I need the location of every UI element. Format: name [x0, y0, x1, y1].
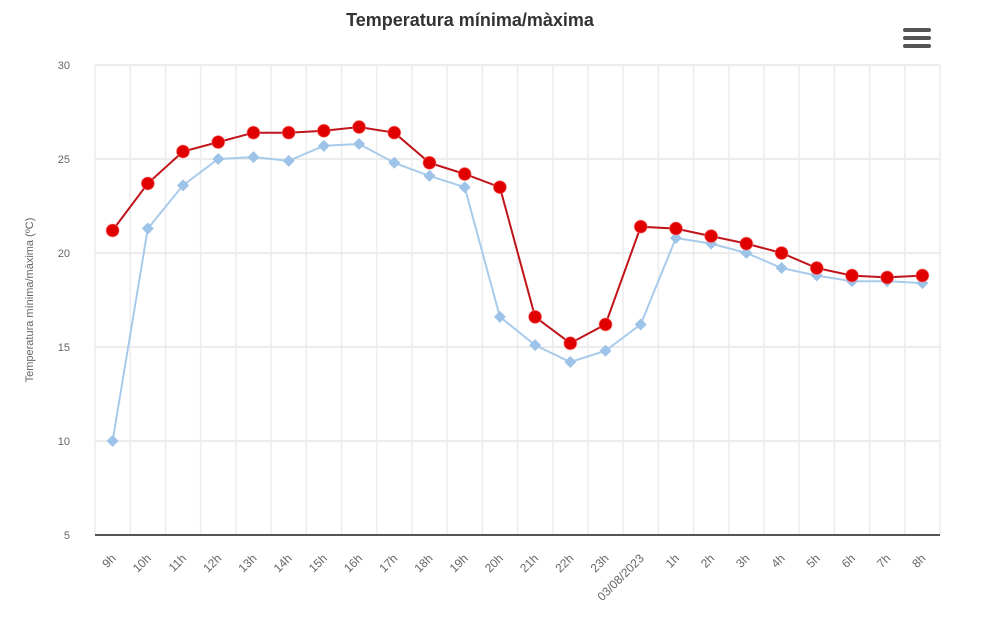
y-tick-label: 10	[58, 436, 70, 448]
min-data-point[interactable]	[564, 356, 577, 369]
y-tick-label: 15	[58, 342, 70, 354]
max-data-point[interactable]	[140, 176, 155, 191]
max-data-point[interactable]	[387, 125, 402, 140]
min-data-point[interactable]	[177, 179, 190, 192]
y-tick-label: 20	[58, 248, 70, 260]
max-data-point[interactable]	[844, 268, 859, 283]
min-data-point[interactable]	[317, 139, 330, 152]
min-data-point[interactable]	[423, 169, 436, 182]
max-data-point[interactable]	[598, 317, 613, 332]
max-data-point[interactable]	[668, 221, 683, 236]
y-axis-title: Temperatura mínima/màxima (ºC)	[24, 218, 36, 383]
min-data-point[interactable]	[106, 435, 119, 447]
min-data-point[interactable]	[247, 151, 260, 164]
min-data-point[interactable]	[775, 262, 788, 275]
min-data-point[interactable]	[141, 222, 154, 235]
min-data-point[interactable]	[458, 181, 471, 194]
min-data-point[interactable]	[493, 310, 506, 323]
max-data-point[interactable]	[176, 144, 191, 159]
max-data-point[interactable]	[563, 336, 578, 351]
min-data-point[interactable]	[740, 247, 753, 259]
max-data-point[interactable]	[774, 246, 789, 260]
grid-lines	[94, 64, 941, 535]
max-data-point[interactable]	[492, 180, 507, 195]
y-tick-label: 5	[64, 530, 70, 542]
min-series-line	[111, 142, 923, 442]
max-data-point[interactable]	[316, 123, 331, 138]
min-data-point[interactable]	[599, 344, 612, 357]
y-axis: 5 10 15 20 25 30	[58, 60, 70, 542]
y-tick-label: 25	[58, 154, 70, 166]
context-menu-button[interactable]	[896, 22, 938, 56]
min-data-point[interactable]	[634, 318, 647, 331]
min-data-point[interactable]	[212, 153, 225, 165]
max-data-point[interactable]	[211, 135, 226, 150]
chart-title: Temperatura mínima/màxima	[346, 10, 595, 30]
max-data-point[interactable]	[633, 219, 648, 234]
max-data-point[interactable]	[457, 167, 472, 182]
min-data-point[interactable]	[529, 339, 542, 352]
max-data-point[interactable]	[880, 270, 895, 285]
min-data-point[interactable]	[669, 231, 682, 244]
hamburger-menu-icon[interactable]	[903, 28, 931, 48]
max-data-point[interactable]	[739, 236, 754, 251]
max-data-point[interactable]	[915, 268, 930, 283]
series-group	[105, 120, 930, 447]
max-data-point[interactable]	[528, 309, 543, 324]
max-data-point[interactable]	[809, 261, 824, 276]
min-data-point[interactable]	[353, 137, 366, 150]
max-data-point[interactable]	[105, 223, 120, 238]
max-data-point[interactable]	[422, 155, 437, 170]
y-tick-label: 30	[58, 60, 70, 72]
max-data-point[interactable]	[352, 120, 367, 135]
max-data-point[interactable]	[281, 125, 296, 140]
min-data-point[interactable]	[388, 156, 401, 169]
max-data-point[interactable]	[246, 125, 261, 140]
max-data-point[interactable]	[704, 229, 719, 244]
min-data-point[interactable]	[282, 154, 295, 167]
series-max	[105, 120, 930, 351]
